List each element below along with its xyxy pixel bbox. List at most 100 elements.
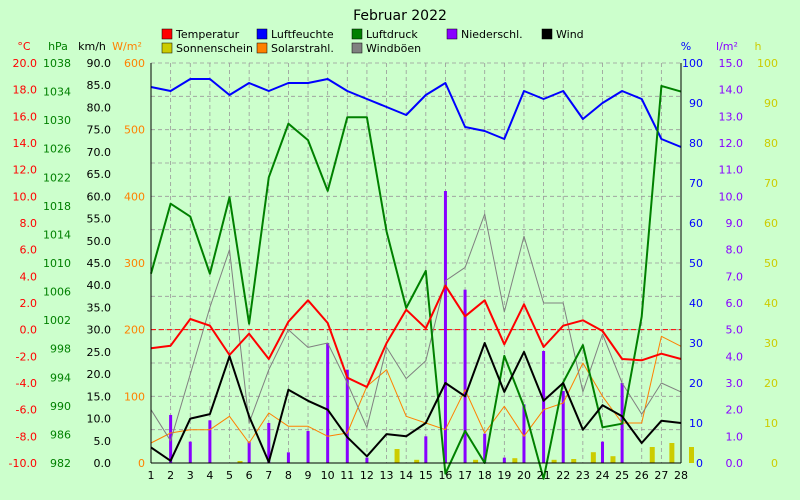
temperature-tick-label: 16.0: [13, 110, 38, 123]
axis-units: °C hPa km/h W/m²% l/m² h: [17, 40, 761, 53]
wind-tick-label: 90.0: [87, 57, 112, 70]
x-tick-label: 12: [360, 469, 374, 482]
legend-swatch-gust: [351, 42, 363, 54]
temperature-tick-label: 10.0: [13, 190, 38, 203]
press-unit-label: hPa: [48, 40, 68, 53]
sunshine-tick-label: 100: [757, 57, 778, 70]
wind-gust-line: [150, 213, 682, 442]
chart-title: Februar 2022: [353, 8, 447, 24]
rain-unit-label: l/m²: [716, 40, 738, 53]
humidity-tick-label: 70: [689, 177, 703, 190]
sunshine-bar: [590, 452, 596, 463]
sunshine-bar: [512, 458, 518, 463]
humidity-tick-label: 60: [689, 217, 703, 230]
precipitation-bar: [345, 369, 349, 463]
precipitation-bar: [326, 343, 330, 463]
solar-tick-label: 200: [124, 324, 145, 337]
precipitation-bar: [483, 433, 487, 463]
precipitation-tick-label: 11.0: [719, 164, 744, 177]
x-tick-label: 24: [595, 469, 609, 482]
legend-swatch-hum: [256, 28, 268, 40]
sunshine-bar: [551, 459, 557, 463]
legend-label-gust: Windböen: [366, 42, 421, 55]
precipitation-tick-label: 12.0: [719, 137, 744, 150]
precipitation-tick-label: 9.0: [726, 217, 744, 230]
x-tick-label: 20: [517, 469, 531, 482]
pressure-tick-label: 986: [50, 428, 71, 441]
sunshine-bar: [394, 449, 400, 463]
legend-swatch-rain: [446, 28, 458, 40]
sunshine-tick-label: 50: [764, 257, 778, 270]
pressure-tick-label: 1002: [43, 314, 71, 327]
legend-swatch-wind: [541, 28, 553, 40]
x-tick-label: 7: [265, 469, 272, 482]
pressure-tick-label: 1034: [43, 86, 71, 99]
legend-swatch-press: [351, 28, 363, 40]
temperature-tick-label: -8.0: [16, 430, 37, 443]
precipitation-bar: [267, 423, 271, 463]
precipitation-bar: [463, 289, 467, 463]
precipitation-tick-label: 10.0: [719, 190, 744, 203]
x-tick-label: 17: [458, 469, 472, 482]
wind-tick-label: 30.0: [87, 324, 112, 337]
humidity-tick-label: 50: [689, 257, 703, 270]
sunshine-bar: [237, 461, 243, 463]
precipitation-bar: [600, 441, 604, 463]
x-tick-label: 27: [654, 469, 668, 482]
sunshine-tick-label: 10: [764, 417, 778, 430]
x-tick-label: 10: [321, 469, 335, 482]
x-tick-label: 23: [576, 469, 590, 482]
wind-tick-label: 15.0: [87, 390, 112, 403]
precipitation-bar: [286, 452, 290, 463]
wind-tick-label: 60.0: [87, 190, 112, 203]
solar-unit-label: W/m²: [112, 40, 142, 53]
temperature-tick-label: -6.0: [16, 404, 37, 417]
sunshine-bar: [414, 459, 420, 463]
x-tick-label: 8: [285, 469, 292, 482]
sunshine-bar: [571, 459, 577, 463]
precipitation-tick-label: 14.0: [719, 84, 744, 97]
temperature-line: [150, 284, 682, 388]
wind-tick-label: 55.0: [87, 213, 112, 226]
sunshine-bar: [473, 459, 479, 463]
pressure-tick-label: 982: [50, 457, 71, 470]
solar-tick-label: 300: [124, 257, 145, 270]
x-tick-label: 21: [537, 469, 551, 482]
wind-tick-label: 50.0: [87, 235, 112, 248]
temperature-tick-label: 2.0: [20, 297, 38, 310]
wind-tick-label: 85.0: [87, 79, 112, 92]
legend-label-wind: Wind: [556, 28, 584, 41]
temperature-tick-label: 12.0: [13, 164, 38, 177]
solar-tick-label: 0: [138, 457, 145, 470]
precipitation-tick-label: 15.0: [719, 57, 744, 70]
precipitation-bar: [247, 441, 251, 463]
wind-line: [150, 342, 682, 464]
x-tick-label: 15: [419, 469, 433, 482]
precipitation-tick-label: 1.0: [726, 430, 744, 443]
humidity-tick-label: 80: [689, 137, 703, 150]
sunshine-tick-label: 30: [764, 337, 778, 350]
humidity-tick-label: 100: [682, 57, 703, 70]
precipitation-tick-label: 3.0: [726, 377, 744, 390]
temperature-tick-label: 14.0: [13, 137, 38, 150]
legend-swatch-solar: [256, 42, 268, 54]
pressure-tick-label: 990: [50, 400, 71, 413]
x-tick-label: 22: [556, 469, 570, 482]
pressure-tick-label: 994: [50, 371, 71, 384]
wind-tick-label: 25.0: [87, 346, 112, 359]
sunshine-bar: [669, 443, 675, 463]
temperature-tick-label: 0.0: [20, 324, 38, 337]
sunshine-bar: [649, 447, 655, 463]
x-tick-label: 2: [167, 469, 174, 482]
precipitation-tick-label: 4.0: [726, 350, 744, 363]
sunshine-tick-label: 80: [764, 137, 778, 150]
solar-tick-label: 100: [124, 390, 145, 403]
precipitation-bar: [208, 420, 212, 463]
axes: -10.0 -8.0 -6.0 -4.0 -2.0 0.0 2.0 4.0 6.0 8.0 10.0…: [9, 57, 778, 470]
series-lines: [150, 78, 682, 480]
sunshine-tick-label: 90: [764, 97, 778, 110]
temperature-tick-label: -4.0: [16, 377, 37, 390]
x-tick-label: 18: [478, 469, 492, 482]
wind-tick-label: 75.0: [87, 124, 112, 137]
